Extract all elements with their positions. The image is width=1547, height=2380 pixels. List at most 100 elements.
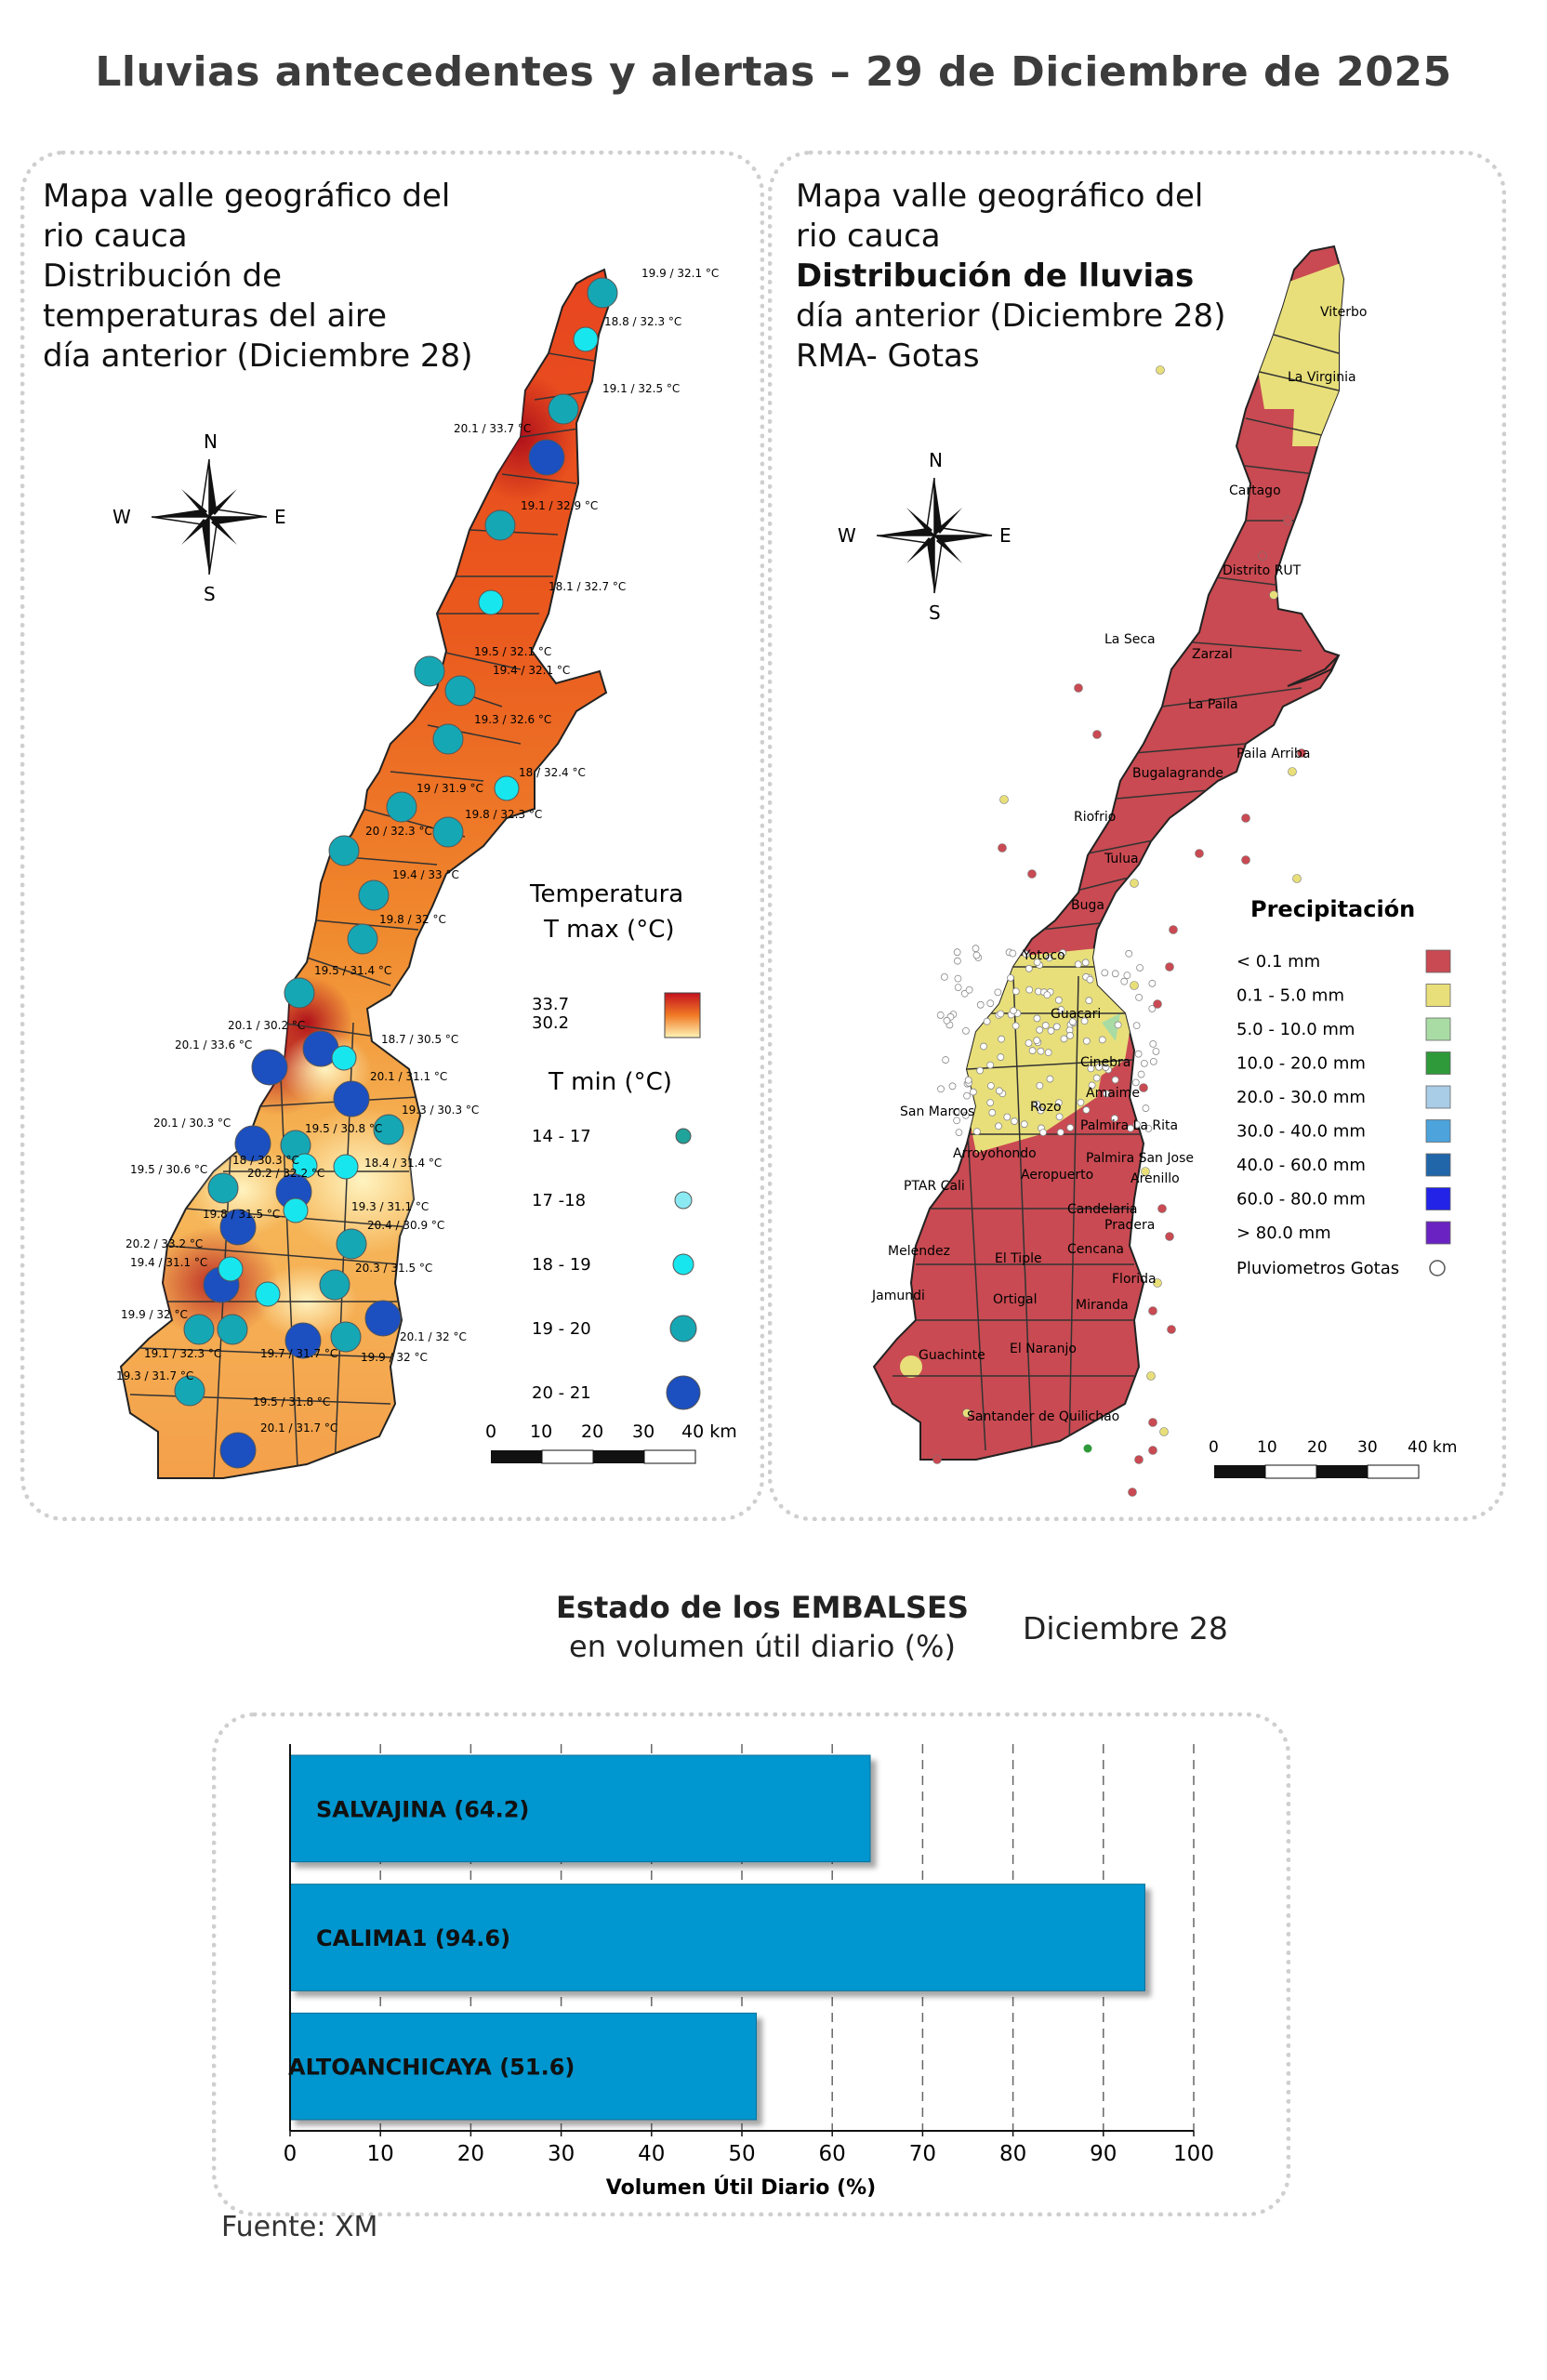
rain-gauge xyxy=(1095,1063,1103,1071)
rain-gauge xyxy=(1085,997,1093,1005)
station-marker xyxy=(414,655,445,687)
compass-e: E xyxy=(274,506,286,528)
rain-gauge xyxy=(1007,973,1014,982)
rain-gauge xyxy=(1055,1099,1063,1107)
rain-gauge xyxy=(995,1122,1002,1130)
place-label: Guacari xyxy=(1051,1007,1101,1022)
rain-gauge xyxy=(1033,1037,1041,1045)
station-marker xyxy=(330,1321,362,1353)
rain-gauge xyxy=(1149,1039,1157,1048)
station-label: 19.5 / 30.8 °C xyxy=(305,1122,382,1135)
rain-gauge xyxy=(1098,1036,1106,1044)
heading-bold-line: Distribución de lluvias xyxy=(796,258,1195,295)
rain-gauge xyxy=(1025,985,1034,994)
compass-w: W xyxy=(838,524,856,547)
rain-gauge xyxy=(997,1053,1005,1061)
rain-gauge xyxy=(983,1017,991,1025)
rain-gauge xyxy=(1111,1076,1119,1084)
rain-gauge xyxy=(1130,981,1139,990)
x-tick-label: 70 xyxy=(909,2142,936,2166)
rain-gauge xyxy=(1037,1106,1045,1115)
compass-rose-icon: N S E W xyxy=(838,449,1012,624)
precip-legend-swatch xyxy=(1425,1119,1451,1143)
scale-tick: 10 xyxy=(530,1421,552,1442)
place-label: Pradera xyxy=(1104,1218,1155,1233)
rain-gauge xyxy=(1258,551,1267,561)
rain-gauge xyxy=(1077,1099,1085,1106)
precip-legend-swatch xyxy=(1425,984,1451,1007)
rain-gauge xyxy=(1081,959,1090,967)
bar-label: CALIMA1 (94.6) xyxy=(316,1925,510,1951)
rain-gauge xyxy=(953,948,961,957)
station-label: 20.4 / 30.9 °C xyxy=(367,1219,444,1232)
station-label: 19.8 / 32 °C xyxy=(379,913,446,926)
rain-gauge xyxy=(1283,516,1292,525)
rain-gauge xyxy=(995,1087,1003,1095)
precip-legend-swatch xyxy=(1425,1017,1451,1041)
rain-gauge xyxy=(1037,1047,1045,1055)
scale-tick: 0 xyxy=(1209,1438,1219,1457)
reservoir-bar xyxy=(289,1884,1146,1991)
tmin-legend-label: 18 - 19 xyxy=(532,1255,591,1275)
tmin-legend-label: 20 - 21 xyxy=(532,1383,591,1403)
compass-n: N xyxy=(204,430,218,453)
place-label: Riofrio xyxy=(1074,810,1116,825)
legend-title: Precipitación xyxy=(1250,896,1415,922)
station-marker xyxy=(548,393,579,425)
rain-gauge xyxy=(1136,964,1144,972)
rain-gauge xyxy=(1055,1113,1064,1121)
rain-gauge xyxy=(1045,954,1053,962)
rain-gauge xyxy=(1012,1022,1020,1030)
station-label: 19 / 31.9 °C xyxy=(416,782,483,795)
rain-gauge xyxy=(962,1026,970,1035)
place-label: Cinebra xyxy=(1080,1055,1130,1070)
rain-gauge xyxy=(972,945,980,953)
rain-gauge xyxy=(1020,1120,1028,1129)
x-tick-label: 50 xyxy=(728,2142,755,2166)
rain-gauge xyxy=(1128,1488,1137,1497)
station-label: 18 / 32.4 °C xyxy=(519,766,586,779)
source-note: Fuente: XM xyxy=(221,2211,378,2243)
heading-line: día anterior (Diciembre 28) xyxy=(796,298,1226,335)
station-label: 18.7 / 30.5 °C xyxy=(381,1033,458,1046)
heading-line: RMA- Gotas xyxy=(796,337,980,375)
precip-legend-label: 30.0 - 40.0 mm xyxy=(1236,1122,1366,1142)
place-label: Paila Arriba xyxy=(1236,747,1310,761)
precip-legend-label: 0.1 - 5.0 mm xyxy=(1236,986,1344,1006)
rain-gauge xyxy=(1092,1074,1101,1082)
rain-gauge-markers xyxy=(932,365,1306,1497)
station-label: 19.5 / 30.6 °C xyxy=(130,1163,207,1176)
rain-gauge xyxy=(1153,1278,1162,1288)
station-label: 20.1 / 31.1 °C xyxy=(370,1070,447,1083)
rain-gauge xyxy=(1127,1124,1134,1132)
rain-gauge xyxy=(988,1108,997,1117)
rain-gauge xyxy=(1165,1232,1174,1241)
rain-gauge xyxy=(1156,365,1165,375)
rain-gauge xyxy=(1165,962,1174,972)
rain-gauge xyxy=(1241,855,1250,865)
rain-gauge xyxy=(980,1042,987,1051)
rain-gauge xyxy=(1149,1057,1157,1065)
x-tick-label: 100 xyxy=(1173,2142,1214,2166)
station-marker xyxy=(373,1114,404,1145)
precip-legend-swatch xyxy=(1425,1051,1451,1075)
rain-gauge xyxy=(999,795,1009,804)
rain-gauge xyxy=(1269,590,1278,600)
compass-e: E xyxy=(999,524,1012,547)
rain-gauge xyxy=(986,1099,995,1107)
rain-gauge xyxy=(1003,1113,1012,1121)
rainfall-map: Viterbo La Virginia Cartago Distrito RUT La … xyxy=(838,245,1457,1497)
rain-gauge xyxy=(1082,1037,1091,1045)
rain-gauge xyxy=(972,951,981,959)
rain-gauge xyxy=(1009,949,1017,958)
reservoir-title-bold: Estado de los EMBALSES xyxy=(556,1590,969,1625)
rain-gauge xyxy=(1068,1018,1077,1025)
station-label: 19.3 / 31.1 °C xyxy=(351,1200,429,1213)
precip-legend-label: > 80.0 mm xyxy=(1236,1223,1331,1243)
station-marker xyxy=(283,1197,309,1223)
place-label: Miranda xyxy=(1076,1298,1129,1313)
bar-label: SALVAJINA (64.2) xyxy=(316,1796,529,1822)
rain-gauge xyxy=(1157,1204,1167,1213)
reservoir-bar-chart: SALVAJINA (64.2) CALIMA1 (94.6) ALTOANCHIC… xyxy=(284,1744,1214,2200)
station-markers xyxy=(174,277,618,1469)
